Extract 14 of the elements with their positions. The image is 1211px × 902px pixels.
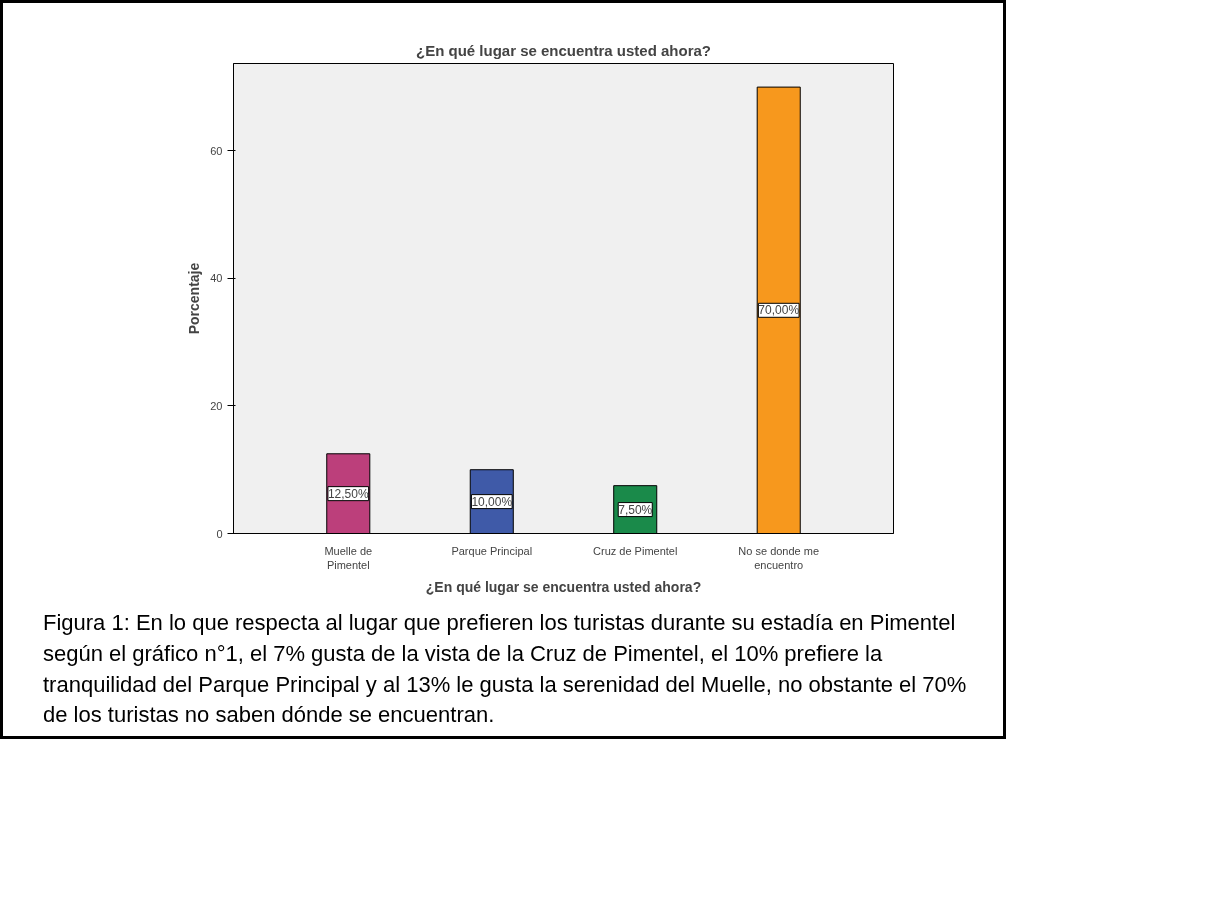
y-tick-label: 60 (210, 144, 223, 157)
y-tick-label: 20 (210, 399, 223, 412)
y-axis-title: Porcentaje (186, 262, 203, 335)
chart-title: ¿En qué lugar se encuentra usted ahora? (415, 41, 712, 59)
data-label: 7,50% (618, 502, 653, 517)
x-tick-label: No se donde me encuentro (738, 544, 820, 571)
text: Figura 1: En lo que respecta al lugar que prefieren los turistas durante su estadía en Pimentel según el gráfico n°1, el 7% gusta de la vista de la Cruz de Pimentel, el 10% prefiere la tranquilidad del Parque Principal y al 13% le gusta la serenidad del Muelle, no obstante el 70% de los turistas no saben dónde se encuentran. (43, 609, 968, 730)
x-axis-title: ¿En qué lugar se encuentra usted ahora? (425, 578, 702, 595)
x-tick-label: Muelle de Pimentel (324, 544, 373, 571)
y-tick-label: 0 (216, 527, 223, 540)
x-tick-label: Cruz de Pimentel (593, 544, 678, 557)
y-tick-label: 40 (210, 272, 223, 285)
x-tick-label: Parque Principal (451, 544, 533, 557)
data-label: 10,00% (471, 494, 513, 509)
